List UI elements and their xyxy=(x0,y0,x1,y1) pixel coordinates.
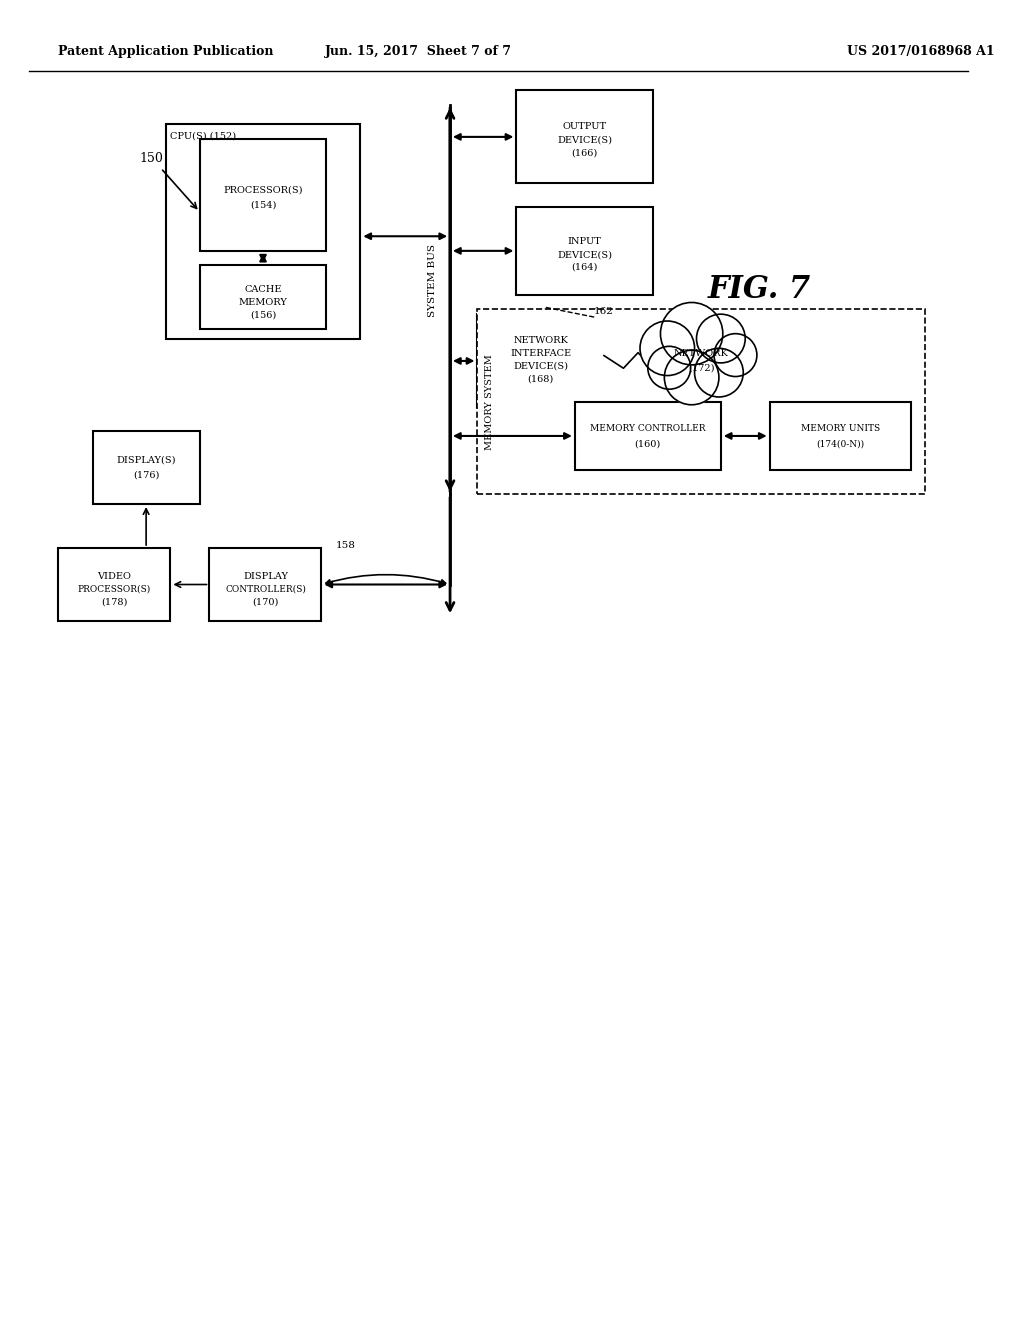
FancyBboxPatch shape xyxy=(770,401,910,470)
Text: SYSTEM BUS: SYSTEM BUS xyxy=(428,244,437,317)
Text: PROCESSOR(S): PROCESSOR(S) xyxy=(78,585,152,594)
Text: DEVICE(S): DEVICE(S) xyxy=(557,136,612,145)
Text: NETWORK: NETWORK xyxy=(674,348,729,358)
Text: DISPLAY(S): DISPLAY(S) xyxy=(117,455,176,465)
Circle shape xyxy=(648,346,690,389)
Text: (168): (168) xyxy=(527,375,554,384)
Text: PROCESSOR(S): PROCESSOR(S) xyxy=(223,186,303,194)
Text: MEMORY SYSTEM: MEMORY SYSTEM xyxy=(485,354,495,450)
Text: US 2017/0168968 A1: US 2017/0168968 A1 xyxy=(848,45,995,58)
FancyBboxPatch shape xyxy=(92,432,200,504)
FancyBboxPatch shape xyxy=(200,265,327,329)
Text: DEVICE(S): DEVICE(S) xyxy=(557,251,612,259)
Circle shape xyxy=(714,334,757,376)
Text: VIDEO: VIDEO xyxy=(97,572,131,581)
FancyBboxPatch shape xyxy=(574,401,721,470)
Circle shape xyxy=(665,350,719,405)
Text: (156): (156) xyxy=(250,310,276,319)
Text: 162: 162 xyxy=(594,306,614,315)
Text: CONTROLLER(S): CONTROLLER(S) xyxy=(225,585,306,594)
Text: INPUT: INPUT xyxy=(567,236,601,246)
Text: DISPLAY: DISPLAY xyxy=(243,572,288,581)
Text: 150: 150 xyxy=(139,152,163,165)
Text: CPU(S) (152): CPU(S) (152) xyxy=(170,132,237,140)
Text: Jun. 15, 2017  Sheet 7 of 7: Jun. 15, 2017 Sheet 7 of 7 xyxy=(326,45,512,58)
Text: CACHE: CACHE xyxy=(245,285,282,294)
FancyBboxPatch shape xyxy=(477,309,926,495)
Text: (176): (176) xyxy=(133,471,160,480)
Circle shape xyxy=(640,321,694,376)
Text: MEMORY UNITS: MEMORY UNITS xyxy=(801,424,880,433)
Circle shape xyxy=(696,314,745,363)
FancyBboxPatch shape xyxy=(200,139,327,251)
Text: OUTPUT: OUTPUT xyxy=(562,123,606,131)
Text: 158: 158 xyxy=(336,541,355,549)
Text: MEMORY CONTROLLER: MEMORY CONTROLLER xyxy=(590,424,706,433)
FancyBboxPatch shape xyxy=(516,90,652,182)
Text: (164): (164) xyxy=(571,263,598,272)
FancyBboxPatch shape xyxy=(516,207,652,294)
Text: MEMORY: MEMORY xyxy=(239,297,288,306)
FancyBboxPatch shape xyxy=(477,314,604,407)
Text: INTERFACE: INTERFACE xyxy=(510,348,571,358)
Text: DEVICE(S): DEVICE(S) xyxy=(513,362,568,371)
FancyBboxPatch shape xyxy=(210,548,322,620)
Text: (166): (166) xyxy=(571,148,598,157)
Text: Patent Application Publication: Patent Application Publication xyxy=(58,45,274,58)
FancyBboxPatch shape xyxy=(58,548,170,620)
Text: (154): (154) xyxy=(250,201,276,209)
Text: (172): (172) xyxy=(688,363,715,372)
Circle shape xyxy=(694,348,743,397)
Text: (178): (178) xyxy=(101,598,128,606)
Text: (160): (160) xyxy=(635,440,660,449)
Text: (170): (170) xyxy=(252,598,279,606)
Text: FIG. 7: FIG. 7 xyxy=(709,275,811,305)
Text: NETWORK: NETWORK xyxy=(513,337,568,346)
Text: (174(0-N)): (174(0-N)) xyxy=(816,440,864,449)
Circle shape xyxy=(660,302,723,364)
FancyBboxPatch shape xyxy=(166,124,360,338)
